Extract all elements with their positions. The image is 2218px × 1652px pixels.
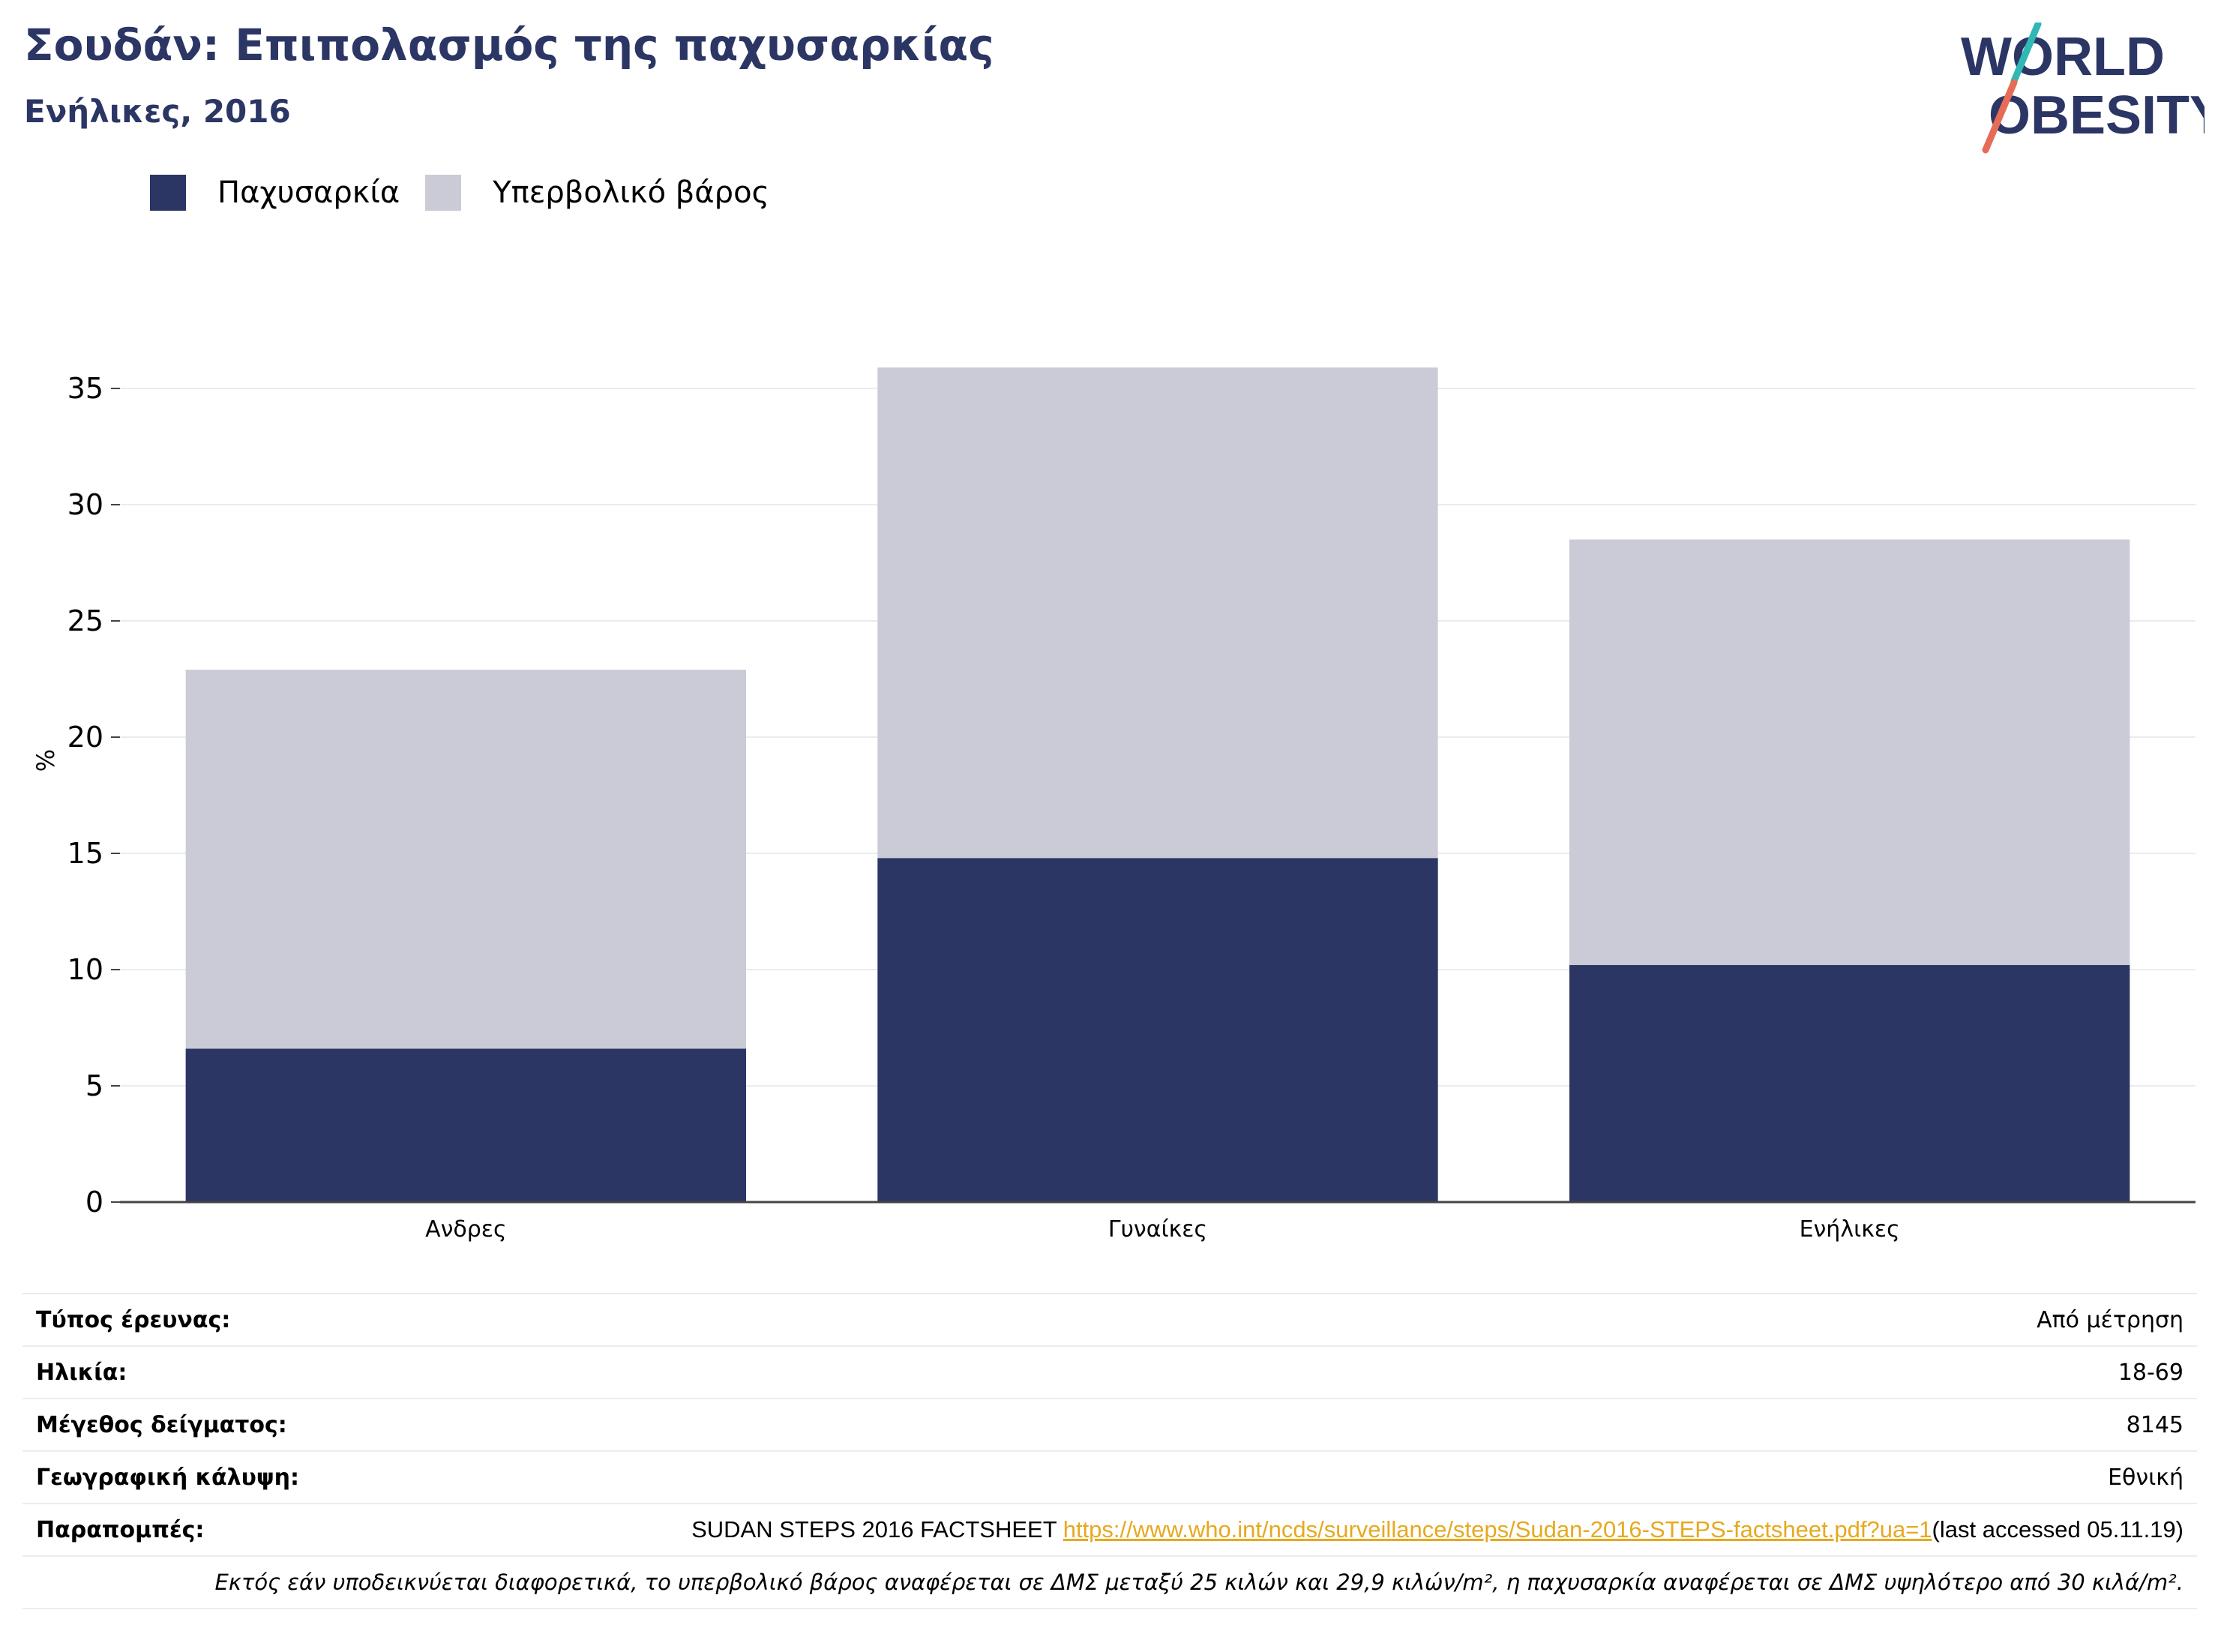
info-value-references: SUDAN STEPS 2016 FACTSHEET https://www.w…: [691, 1516, 2184, 1543]
info-key-age: Ηλικία:: [36, 1359, 127, 1386]
info-row-coverage: Γεωγραφική κάλυψη: Εθνική: [22, 1452, 2197, 1504]
info-value-age: 18-69: [2118, 1359, 2184, 1386]
bar-obesity: [877, 858, 1438, 1202]
stacked-bar-chart: 0 5 10 15 20 25 30 35% Ανδρες Γυναίκες Ενήλικες: [31, 367, 2196, 1243]
legend-label-obesity: Παχυσαρκία: [217, 175, 400, 210]
y-tick-label: 15: [67, 837, 103, 870]
y-tick-label: 5: [85, 1069, 103, 1102]
info-key-sample-size: Μέγεθος δείγματος:: [36, 1411, 287, 1438]
info-key-coverage: Γεωγραφική κάλυψη:: [36, 1464, 300, 1491]
bar-overweight: [877, 367, 1438, 859]
logo-slash-coral: [1982, 79, 2018, 154]
bar-obesity: [185, 1048, 747, 1202]
info-row-age: Ηλικία: 18-69: [22, 1347, 2197, 1399]
info-row-sample-size: Μέγεθος δείγματος: 8145: [22, 1399, 2197, 1452]
legend-swatch-obesity: [150, 175, 186, 211]
legend-item-obesity[interactable]: Παχυσαρκία: [150, 175, 400, 211]
chart-legend: Παχυσαρκία Υπερβολικό βάρος: [150, 174, 795, 211]
info-key-references: Παραπομπές:: [36, 1516, 205, 1543]
info-key-survey-type: Τύπος έρευνας:: [36, 1306, 231, 1333]
world-obesity-logo: WORLD OBESITY: [1961, 22, 2205, 154]
bar-obesity: [1569, 964, 2130, 1202]
y-axis-label: %: [31, 749, 60, 772]
logo-slash-teal: [2010, 22, 2042, 85]
x-category-label: Γυναίκες: [1108, 1216, 1207, 1243]
reference-text: SUDAN STEPS 2016 FACTSHEET: [691, 1516, 1063, 1543]
chart-title: Σουδάν: Επιπολασμός της παχυσαρκίας: [24, 19, 994, 70]
bar-overweight: [185, 670, 747, 1049]
legend-swatch-overweight: [425, 175, 462, 211]
info-value-coverage: Εθνική: [2108, 1464, 2184, 1491]
bar-overweight: [1569, 539, 2130, 965]
info-table: Τύπος έρευνας: Από μέτρηση Ηλικία: 18-69…: [22, 1293, 2197, 1609]
y-tick-label: 20: [67, 721, 103, 754]
info-row-note: Εκτός εάν υποδεικνύεται διαφορετικά, το …: [22, 1557, 2197, 1609]
y-tick-label: 25: [67, 604, 103, 637]
x-category-label: Ενήλικες: [1800, 1216, 1900, 1243]
y-tick-label: 30: [67, 488, 103, 521]
info-value-sample-size: 8145: [2126, 1411, 2184, 1438]
y-tick-label: 10: [67, 953, 103, 986]
reference-accessed: (last accessed 05.11.19): [1932, 1516, 2184, 1543]
logo-line2: OBESITY: [1989, 85, 2205, 145]
legend-label-overweight: Υπερβολικό βάρος: [493, 175, 770, 210]
logo-line1: WORLD: [1961, 27, 2165, 87]
chart-subtitle: Ενήλικες, 2016: [24, 93, 291, 130]
info-value-survey-type: Από μέτρηση: [2037, 1306, 2184, 1333]
definition-note: Εκτός εάν υποδεικνύεται διαφορετικά, το …: [214, 1570, 2184, 1595]
info-row-references: Παραπομπές: SUDAN STEPS 2016 FACTSHEET h…: [22, 1504, 2197, 1557]
y-tick-label: 35: [67, 372, 103, 405]
reference-link[interactable]: https://www.who.int/ncds/surveillance/st…: [1063, 1516, 1932, 1543]
legend-item-overweight[interactable]: Υπερβολικό βάρος: [425, 175, 769, 211]
info-row-survey-type: Τύπος έρευνας: Από μέτρηση: [22, 1294, 2197, 1347]
x-category-label: Ανδρες: [425, 1216, 507, 1243]
y-tick-label: 0: [85, 1186, 103, 1219]
